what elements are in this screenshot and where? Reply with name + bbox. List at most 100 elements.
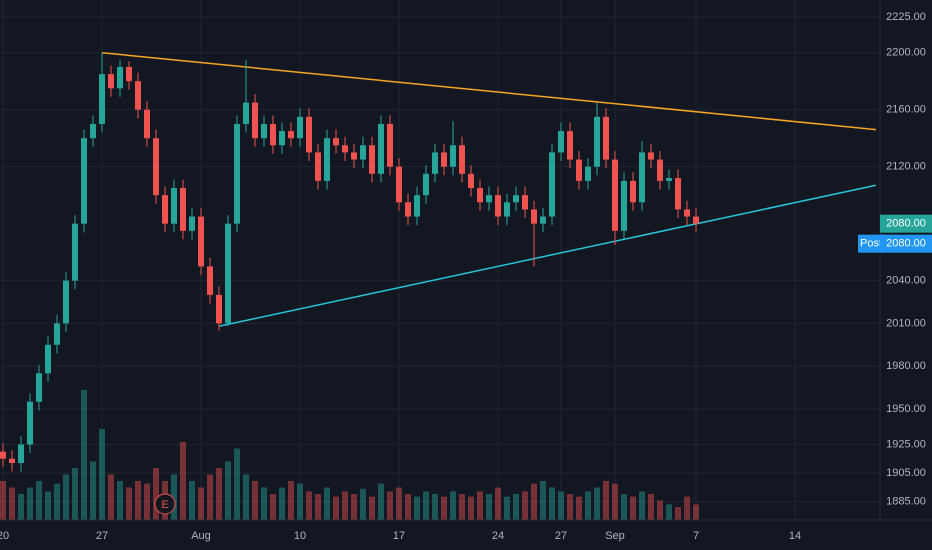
volume-bar xyxy=(279,487,285,520)
volume-bar xyxy=(9,487,15,520)
volume-bar xyxy=(558,491,564,520)
x-tick-label: 24 xyxy=(492,530,504,542)
candle-body xyxy=(306,116,312,153)
price-label-name: Post xyxy=(860,238,882,250)
candle-body xyxy=(117,66,123,89)
volume-bar xyxy=(432,494,438,520)
volume-bar xyxy=(144,483,150,520)
volume-bar xyxy=(135,481,141,520)
candle-body xyxy=(630,180,636,203)
price-label-box xyxy=(880,234,932,253)
volume-bar xyxy=(270,494,276,520)
candle-body xyxy=(54,323,60,345)
candle-body xyxy=(396,166,402,203)
candle-body xyxy=(378,123,384,174)
volume-bar xyxy=(540,481,546,520)
volume-bar xyxy=(675,507,681,520)
candle-body xyxy=(342,145,348,153)
y-tick-label: 2200.00 xyxy=(886,47,926,59)
y-tick-label: 2225.00 xyxy=(886,11,926,23)
volume-bar xyxy=(693,504,699,520)
candle-body xyxy=(387,123,393,167)
candle-body xyxy=(324,138,330,181)
y-tick-label: 2040.00 xyxy=(886,275,926,287)
candle-body xyxy=(603,116,609,160)
candle-body xyxy=(441,152,447,167)
volume-bar xyxy=(378,483,384,520)
volume-bar xyxy=(603,481,609,520)
candle-body xyxy=(225,223,231,324)
candle-body xyxy=(684,209,690,217)
volume-bar xyxy=(81,390,87,520)
candle-body xyxy=(27,401,33,445)
volume-bar xyxy=(216,468,222,520)
volume-bar xyxy=(27,487,33,520)
volume-bar xyxy=(396,487,402,520)
volume-bar xyxy=(198,487,204,520)
volume-bar xyxy=(477,491,483,520)
candle-body xyxy=(675,178,681,210)
candle-body xyxy=(576,159,582,181)
x-tick-label: 14 xyxy=(789,530,801,542)
candle-body xyxy=(315,152,321,181)
volume-bar xyxy=(612,483,618,520)
y-tick-label: 1980.00 xyxy=(886,360,926,372)
volume-bar xyxy=(585,491,591,520)
volume-bar xyxy=(459,494,465,520)
candle-body xyxy=(72,223,78,281)
candle-body xyxy=(585,166,591,181)
volume-bar xyxy=(36,481,42,520)
candle-body xyxy=(486,195,492,203)
volume-bar xyxy=(54,483,60,520)
volume-bar xyxy=(594,487,600,520)
y-tick-label: 1925.00 xyxy=(886,438,926,450)
candle-body xyxy=(18,444,24,464)
volume-bar xyxy=(153,468,159,520)
volume-bar xyxy=(576,496,582,520)
candle-body xyxy=(153,138,159,196)
candle-body xyxy=(360,145,366,160)
volume-bar xyxy=(72,468,78,520)
candle-body xyxy=(135,81,141,110)
volume-bar xyxy=(324,487,330,520)
candle-body xyxy=(144,109,150,139)
volume-bar xyxy=(522,491,528,520)
candle-body xyxy=(459,145,465,174)
x-tick-label: 20 xyxy=(0,530,9,542)
volume-bar xyxy=(369,496,375,520)
volume-bar xyxy=(117,481,123,520)
price-label-tag xyxy=(858,234,884,253)
volume-bar xyxy=(684,496,690,520)
candle-body xyxy=(621,180,627,231)
volume-bar xyxy=(171,474,177,520)
candle-body xyxy=(99,74,105,124)
price-axis-bg xyxy=(880,0,932,550)
candle-body xyxy=(297,116,303,139)
volume-bar xyxy=(234,448,240,520)
candle-body xyxy=(36,373,42,402)
candle-body xyxy=(369,145,375,174)
x-tick-label: 27 xyxy=(96,530,108,542)
candle-body xyxy=(423,173,429,196)
candle-body xyxy=(180,188,186,231)
volume-bar xyxy=(567,494,573,520)
candle-body xyxy=(495,195,501,217)
x-tick-label: 27 xyxy=(555,530,567,542)
candle-body xyxy=(540,216,546,224)
y-tick-label: 1885.00 xyxy=(886,495,926,507)
volume-bar xyxy=(90,461,96,520)
candle-body xyxy=(450,145,456,167)
candle-body xyxy=(198,216,204,267)
volume-bar xyxy=(450,491,456,520)
candle-body xyxy=(189,216,195,231)
candle-body xyxy=(531,209,537,224)
volume-bar xyxy=(252,481,258,520)
candle-body xyxy=(414,195,420,217)
candle-body xyxy=(549,152,555,217)
candle-body xyxy=(0,451,6,459)
x-tick-label: Sep xyxy=(605,530,625,542)
volume-bar xyxy=(108,474,114,520)
candle-body xyxy=(333,138,339,146)
candle-body xyxy=(261,123,267,139)
